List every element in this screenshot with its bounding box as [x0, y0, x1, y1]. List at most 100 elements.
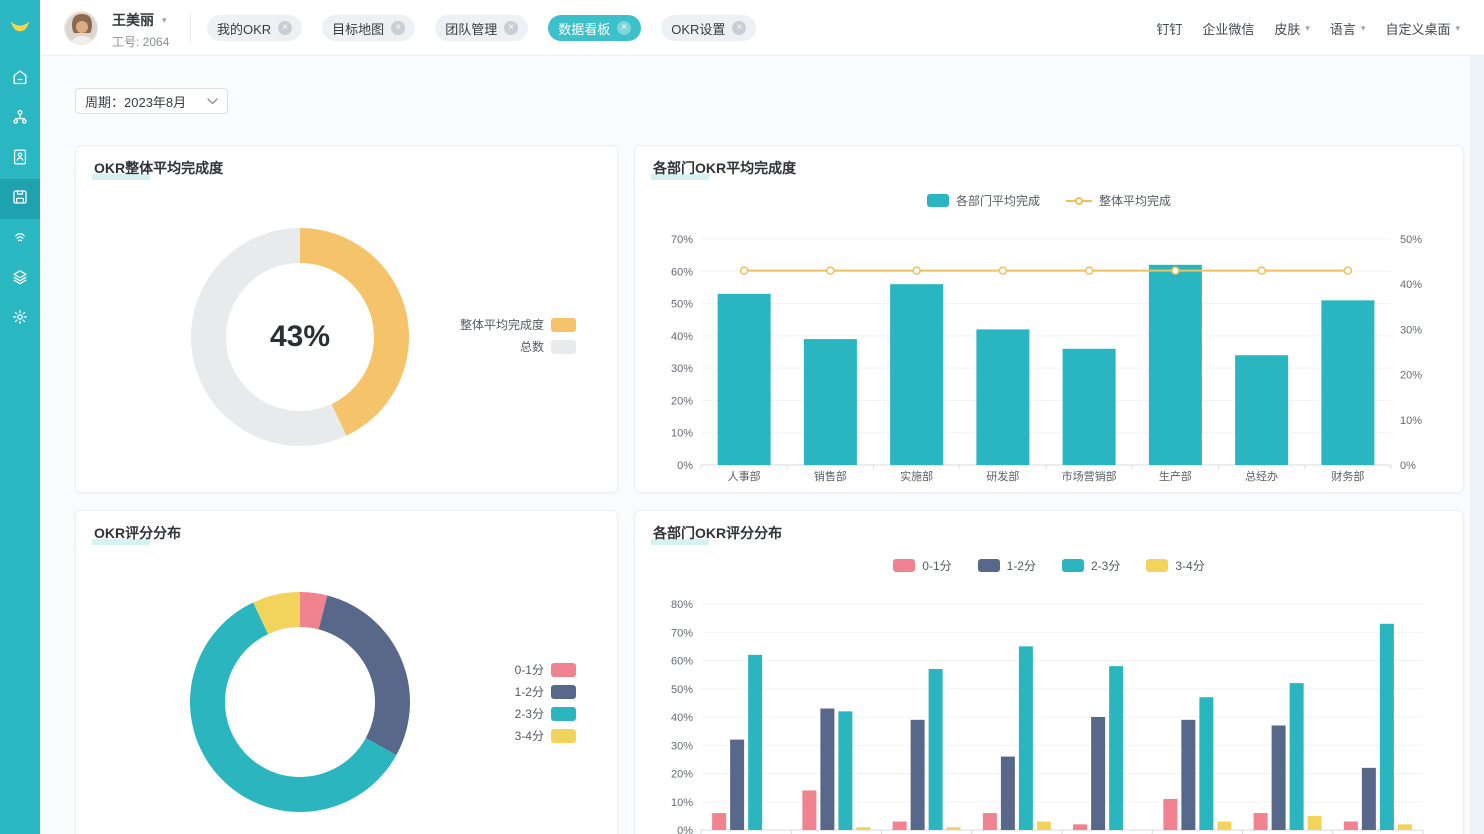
svg-text:50%: 50% — [671, 299, 693, 311]
tab-label: 数据看板 — [558, 21, 611, 37]
header-menu: 钉钉 企业微信 皮肤 ▾ 语言 ▾ 自定义桌面 ▾ — [1156, 0, 1460, 56]
chart-legend: 各部门平均完成 整体平均完成 — [635, 192, 1463, 209]
tab-label: 目标地图 — [332, 21, 385, 37]
sidebar-item-0[interactable] — [0, 59, 40, 99]
divider — [190, 14, 191, 42]
legend-item[interactable]: 1-2分 — [977, 557, 1036, 574]
legend-swatch — [926, 194, 949, 207]
legend-label: 总数 — [519, 340, 544, 354]
close-icon[interactable]: × — [504, 21, 519, 35]
card-title: 各部门OKR平均完成度 — [650, 160, 797, 180]
svg-text:30%: 30% — [671, 363, 693, 375]
legend-swatch — [551, 684, 576, 699]
chart-legend: 0-1分 1-2分 2-3分 3-4分 — [635, 557, 1463, 574]
menu-skin[interactable]: 皮肤 ▾ — [1274, 19, 1310, 38]
sidebar-item-6[interactable] — [0, 299, 40, 339]
legend-item[interactable]: 2-3分 — [1062, 557, 1120, 574]
chart-legend: 整体平均完成度总数 — [460, 316, 576, 355]
overall-completion-donut — [189, 226, 411, 448]
close-icon[interactable]: × — [391, 21, 406, 35]
legend-swatch — [551, 662, 576, 677]
legend-item[interactable]: 2-3分 — [515, 705, 576, 722]
tab-goal-map[interactable]: 目标地图 × — [322, 15, 416, 41]
legend-label: 3-4分 — [514, 729, 544, 743]
legend-item[interactable]: 0-1分 — [893, 557, 952, 574]
user-block: 王美丽 ▾ 工号: 2064 — [112, 10, 169, 50]
svg-text:20%: 20% — [671, 395, 693, 407]
sidebar-item-4[interactable] — [0, 219, 40, 259]
svg-text:总经办: 总经办 — [1245, 469, 1278, 483]
legend-item[interactable]: 各部门平均完成 — [926, 192, 1040, 209]
legend-item[interactable]: 3-4分 — [1146, 557, 1205, 574]
menu-item-label: 企业微信 — [1202, 21, 1255, 37]
legend-swatch — [977, 559, 1000, 572]
sidebar-item-2[interactable] — [0, 139, 40, 179]
app-logo[interactable] — [0, 0, 40, 56]
caret-down-icon[interactable]: ▾ — [162, 14, 167, 25]
legend-item[interactable]: 1-2分 — [515, 683, 576, 700]
donut-center-value: 43% — [269, 320, 331, 353]
tab-okr-settings[interactable]: OKR设置 × — [661, 15, 757, 41]
legend-label: 各部门平均完成 — [955, 194, 1040, 208]
svg-text:40%: 40% — [671, 331, 693, 343]
profile-card-icon — [10, 147, 30, 172]
legend-item[interactable]: 整体平均完成 — [1066, 192, 1171, 209]
home-icon — [10, 67, 30, 92]
svg-text:50%: 50% — [671, 684, 693, 696]
close-icon[interactable]: × — [732, 21, 747, 35]
fingerprint-icon — [10, 227, 30, 252]
card-title: 各部门OKR评分分布 — [650, 525, 783, 545]
period-select[interactable]: 周期：2023年8月 — [75, 88, 228, 114]
dept-avg-completion-chart: 0% 10% 20% 30% 40% 50% 60% 70% 0% 10% 20% 30% 40% 50%… — [671, 234, 1422, 483]
legend-item[interactable]: 0-1分 — [515, 661, 576, 678]
top-header: 王美丽 ▾ 工号: 2064 我的OKR × 目标地图 × 团队管理 × 数据看板 × OKR设… — [40, 0, 1484, 56]
svg-text:60%: 60% — [671, 266, 693, 278]
sidebar-item-5[interactable] — [0, 259, 40, 299]
legend-label: 3-4分 — [1175, 559, 1205, 573]
tab-my-okr[interactable]: 我的OKR × — [207, 15, 303, 41]
legend-label: 2-3分 — [1091, 559, 1121, 573]
legend-item[interactable]: 总数 — [460, 338, 576, 355]
menu-wecom[interactable]: 企业微信 — [1202, 19, 1254, 38]
legend-label: 整体平均完成度 — [459, 318, 544, 332]
svg-text:研发部: 研发部 — [986, 469, 1019, 483]
period-select-value: 周期：2023年8月 — [85, 94, 187, 110]
tab-team-management[interactable]: 团队管理 × — [435, 15, 529, 41]
smile-logo-icon — [5, 11, 35, 46]
legend-swatch — [893, 559, 916, 572]
menu-custom-desktop[interactable]: 自定义桌面 ▾ — [1385, 19, 1460, 38]
scrollbar-track[interactable] — [1470, 56, 1484, 834]
menu-dingtalk[interactable]: 钉钉 — [1156, 19, 1182, 38]
chevron-down-icon — [207, 97, 218, 104]
card-score-distribution: OKR评分分布 0-1分 1-2分 2-3分 3-4分 — [75, 510, 618, 834]
avatar[interactable] — [64, 11, 98, 45]
close-icon[interactable]: × — [617, 21, 632, 35]
card-title: OKR评分分布 — [91, 525, 182, 545]
close-icon[interactable]: × — [278, 21, 293, 35]
svg-text:50%: 50% — [1400, 234, 1422, 246]
legend-item[interactable]: 3-4分 — [515, 727, 576, 744]
menu-language[interactable]: 语言 ▾ — [1330, 19, 1366, 38]
menu-item-label: 自定义桌面 — [1385, 21, 1451, 37]
card-dept-avg-completion: 各部门OKR平均完成度 各部门平均完成 整体平均完成 0% 10% 20% 30% 40%… — [634, 145, 1464, 493]
svg-text:40%: 40% — [671, 712, 693, 724]
menu-item-label: 钉钉 — [1156, 21, 1183, 37]
legend-swatch — [1146, 559, 1169, 572]
svg-text:10%: 10% — [1400, 415, 1422, 427]
svg-text:销售部: 销售部 — [814, 469, 847, 483]
legend-label: 1-2分 — [514, 685, 544, 699]
tab-data-dashboard[interactable]: 数据看板 × — [548, 15, 642, 41]
sidebar-item-1[interactable] — [0, 99, 40, 139]
svg-text:20%: 20% — [671, 769, 693, 781]
caret-down-icon: ▾ — [1305, 22, 1310, 33]
sidebar-item-3[interactable] — [0, 179, 40, 219]
card-dept-score-distribution: 各部门OKR评分分布 0-1分 1-2分 2-3分 3-4分 0% 10% 20% 30% 4… — [634, 510, 1464, 834]
legend-item[interactable]: 整体平均完成度 — [460, 316, 576, 333]
data-board-icon — [10, 187, 30, 212]
caret-down-icon: ▾ — [1360, 22, 1366, 33]
legend-label: 2-3分 — [514, 707, 544, 721]
svg-text:10%: 10% — [671, 428, 693, 440]
svg-text:财务部: 财务部 — [1331, 469, 1364, 483]
workspace-tabs: 我的OKR × 目标地图 × 团队管理 × 数据看板 × OKR设置 × — [207, 15, 757, 41]
